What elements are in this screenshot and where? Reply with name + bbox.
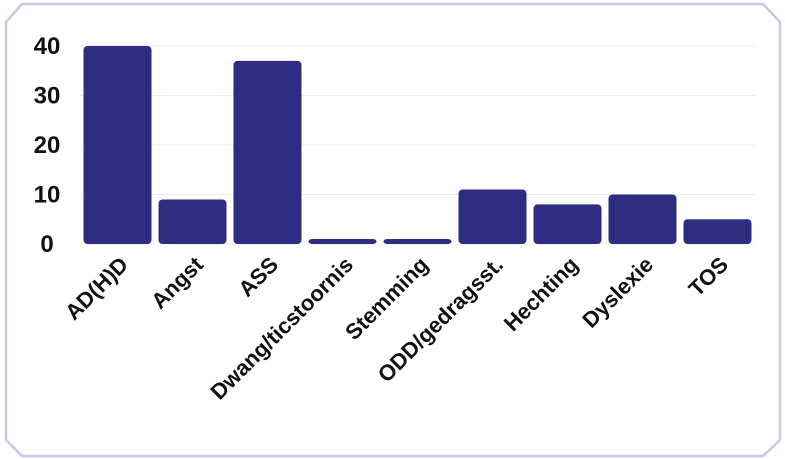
chart-frame — [4, 2, 782, 458]
bar — [233, 60, 302, 244]
y-axis-ticks: 0 10 20 30 40 — [34, 33, 61, 258]
bar — [533, 204, 602, 244]
x-tick-label: Hechting — [499, 252, 583, 336]
bars — [83, 46, 752, 244]
y-tick-label: 40 — [34, 33, 61, 60]
x-tick-label: Angst — [146, 251, 208, 313]
y-tick-label: 30 — [34, 83, 61, 110]
bar — [683, 219, 752, 244]
x-tick-label: AD(H)D — [60, 252, 133, 325]
y-tick-label: 10 — [34, 182, 61, 209]
x-tick-label: TOS — [684, 252, 733, 301]
x-tick-label: Dwang/ticstoornis — [206, 252, 359, 405]
y-tick-label: 20 — [34, 132, 61, 159]
bar — [458, 189, 527, 244]
bar — [608, 194, 677, 244]
y-tick-label: 0 — [40, 231, 53, 258]
bar — [83, 46, 152, 244]
bar — [308, 239, 377, 244]
x-tick-label: Dyslexie — [577, 252, 658, 333]
frame-border — [4, 2, 782, 458]
x-tick-label: ODD/gedragsst. — [373, 252, 508, 387]
bar — [158, 199, 227, 244]
x-axis-labels: AD(H)D Angst ASSDwang/ticstoornisStemmingO… — [60, 251, 733, 404]
bar — [383, 239, 452, 244]
x-tick-label: ASS — [233, 252, 283, 302]
